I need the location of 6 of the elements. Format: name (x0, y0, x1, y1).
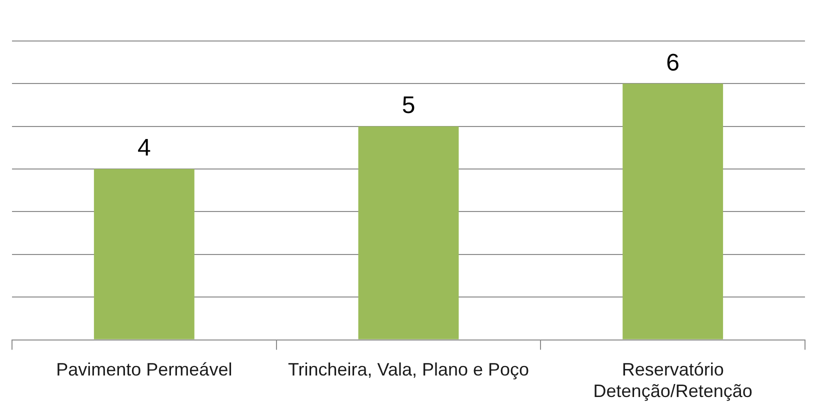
x-tick-label: Pavimento Permeável (56, 360, 232, 380)
data-label: 4 (137, 134, 151, 162)
x-tick-label: Reservatório Detenção/Retenção (593, 360, 752, 402)
x-tick-label: Trincheira, Vala, Plano e Poço (288, 360, 530, 380)
data-label: 6 (666, 49, 680, 76)
data-label: 5 (402, 92, 416, 119)
